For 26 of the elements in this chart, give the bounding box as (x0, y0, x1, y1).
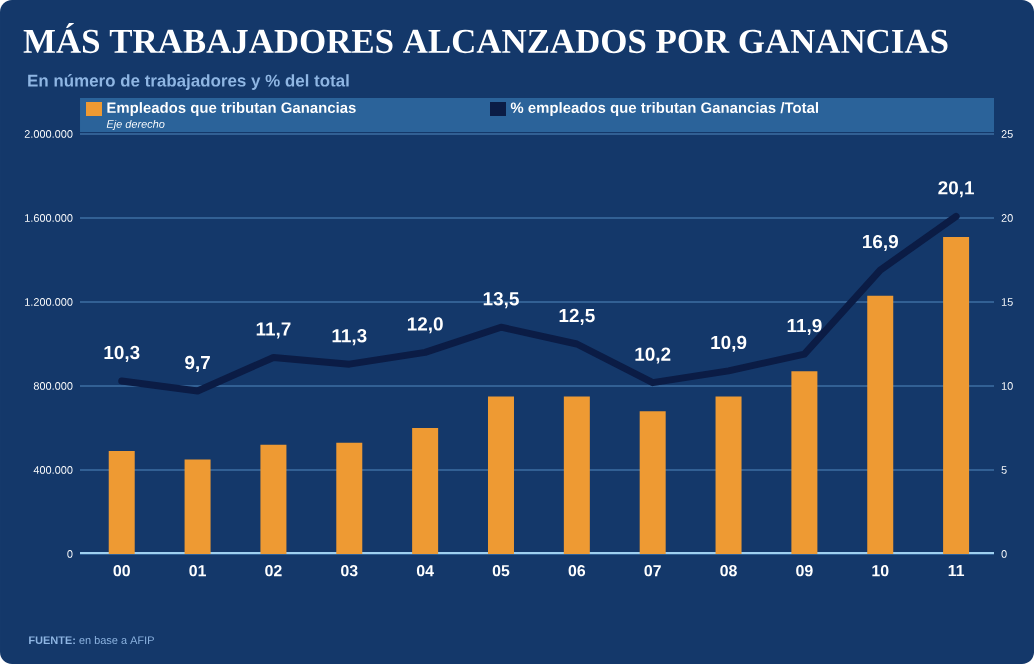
bar (639, 411, 666, 554)
bar (867, 295, 894, 554)
bar (412, 428, 439, 554)
bar (260, 444, 287, 554)
data-label: 16,9 (863, 234, 898, 252)
bar (184, 459, 211, 554)
bar (563, 396, 590, 554)
data-label: 11,7 (256, 322, 291, 339)
data-label: 9,7 (185, 355, 210, 373)
bar (943, 236, 970, 554)
data-label: 10,9 (711, 335, 747, 352)
data-label: 11,9 (787, 318, 822, 336)
data-label: 10,3 (104, 345, 140, 362)
bar (715, 396, 742, 554)
data-label: 10,2 (635, 347, 671, 364)
data-label: 20,1 (938, 181, 974, 198)
bar (487, 396, 514, 554)
data-label: 12,0 (407, 317, 443, 334)
bar (791, 371, 818, 554)
data-label: 12,5 (559, 308, 595, 325)
bar (336, 442, 363, 554)
bar (108, 451, 135, 554)
data-label: 11,3 (332, 328, 367, 346)
data-label: 13,5 (483, 292, 519, 309)
chart-title: MÁS TRABAJADORES ALCANZADOS POR GANANCIAS (23, 22, 948, 54)
chart-subtitle: En número de trabajadores y % del total (28, 74, 349, 90)
